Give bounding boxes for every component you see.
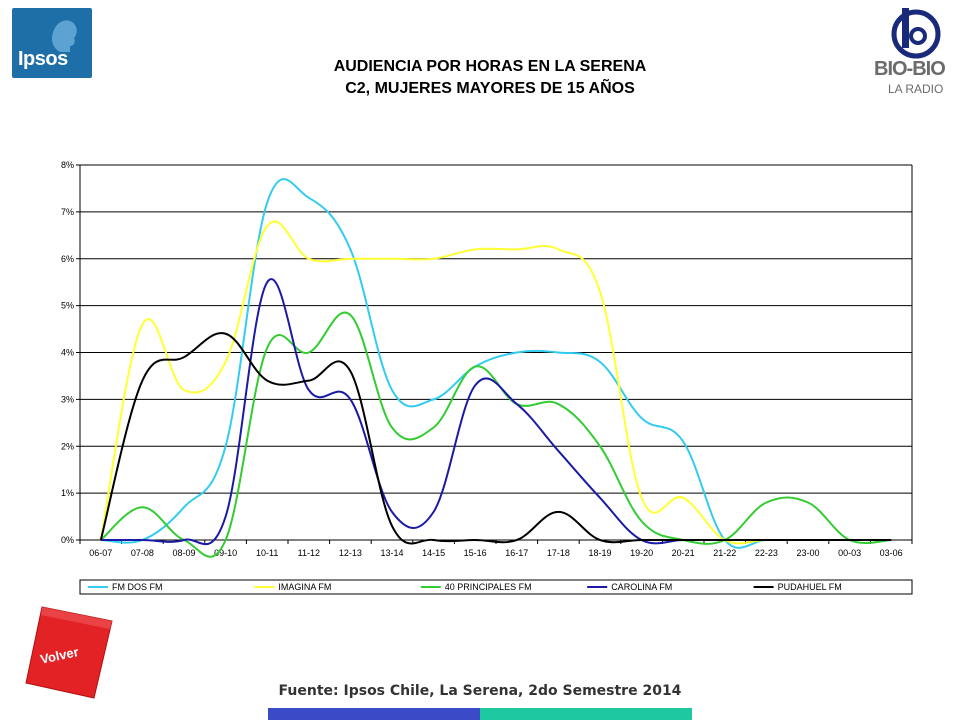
back-button[interactable] — [24, 605, 114, 700]
ipsos-logo-text: Ipsos — [18, 48, 68, 70]
x-tick-label: 07-08 — [131, 548, 154, 558]
x-tick-label: 23-00 — [796, 548, 819, 558]
x-tick-label: 20-21 — [672, 548, 695, 558]
chart-legend: FM DOS FM IMAGINA FM 40 PRINCIPALES FM CARO… — [79, 579, 913, 595]
chart-title-line-1: AUDIENCIA POR HORAS EN LA SERENA — [333, 58, 647, 75]
ipsos-head-icon — [52, 20, 77, 52]
x-tick-label: 12-13 — [339, 548, 362, 558]
x-tick-label: 00-03 — [838, 548, 861, 558]
x-tick-label: 10-11 — [256, 548, 278, 558]
x-tick-label: 11-12 — [298, 548, 320, 558]
legend-box — [79, 579, 913, 595]
x-tick-label: 18-19 — [588, 548, 611, 558]
legend-label: 40 PRINCIPALES FM — [445, 582, 532, 592]
series-line-imagina-fm — [99, 220, 892, 545]
legend-label: IMAGINA FM — [278, 582, 331, 592]
x-tick-label: 16-17 — [505, 548, 528, 558]
biobio-logo-subtext: LA RADIO — [888, 82, 944, 96]
y-tick-label: 5% — [61, 301, 74, 311]
biobio-logo-text: BIO-BIO — [874, 58, 946, 80]
legend-label: FM DOS FM — [112, 582, 163, 592]
ipsos-logo: Ipsos — [12, 8, 92, 78]
series-line-40-principales-fm — [100, 311, 892, 558]
y-tick-label: 2% — [61, 441, 74, 451]
chart-title-line-2: C2, MUJERES MAYORES DE 15 AÑOS — [345, 80, 635, 97]
x-tick-label: 06-07 — [89, 548, 112, 558]
legend-label: CAROLINA FM — [611, 582, 672, 592]
chart-gridlines — [80, 164, 912, 494]
x-tick-label: 03-06 — [880, 548, 903, 558]
x-tick-label: 14-15 — [422, 548, 445, 558]
source-note: Fuente: Ipsos Chile, La Serena, 2do Seme… — [278, 683, 682, 699]
footer-bar-right — [480, 708, 692, 720]
y-tick-label: 1% — [61, 488, 74, 498]
chart-title: AUDIENCIA POR HORAS EN LA SERENA C2, MUJ… — [190, 56, 790, 100]
y-tick-label: 3% — [61, 394, 74, 404]
x-tick-label: 21-22 — [713, 548, 736, 558]
y-tick-label: 7% — [61, 207, 74, 217]
y-axis: 0% 1% 2% 3% 4% 5% 6% 7% 8% — [61, 160, 913, 545]
y-tick-label: 6% — [61, 254, 74, 264]
x-tick-label: 09-10 — [214, 548, 237, 558]
audience-line-chart: 0% 1% 2% 3% 4% 5% 6% 7% 8% 06-07 07-08 08-09 09-10 1… — [20, 150, 940, 610]
legend-label: PUDAHUEL FM — [778, 582, 842, 592]
biobio-logo: BIO-BIO LA RADIO — [872, 6, 952, 102]
footer-bar-left — [268, 708, 480, 720]
biobio-mark-icon — [891, 8, 941, 59]
x-tick-label: 22-23 — [755, 548, 778, 558]
y-tick-label: 8% — [61, 160, 74, 170]
x-tick-label: 13-14 — [380, 548, 403, 558]
y-tick-label: 0% — [61, 535, 74, 545]
x-tick-label: 08-09 — [172, 548, 195, 558]
x-tick-label: 17-18 — [547, 548, 570, 558]
x-tick-label: 15-16 — [464, 548, 487, 558]
series-line-pudahuel-fm — [99, 332, 892, 545]
y-tick-label: 4% — [61, 348, 74, 358]
x-tick-label: 19-20 — [630, 548, 653, 558]
chart-series — [99, 178, 892, 558]
